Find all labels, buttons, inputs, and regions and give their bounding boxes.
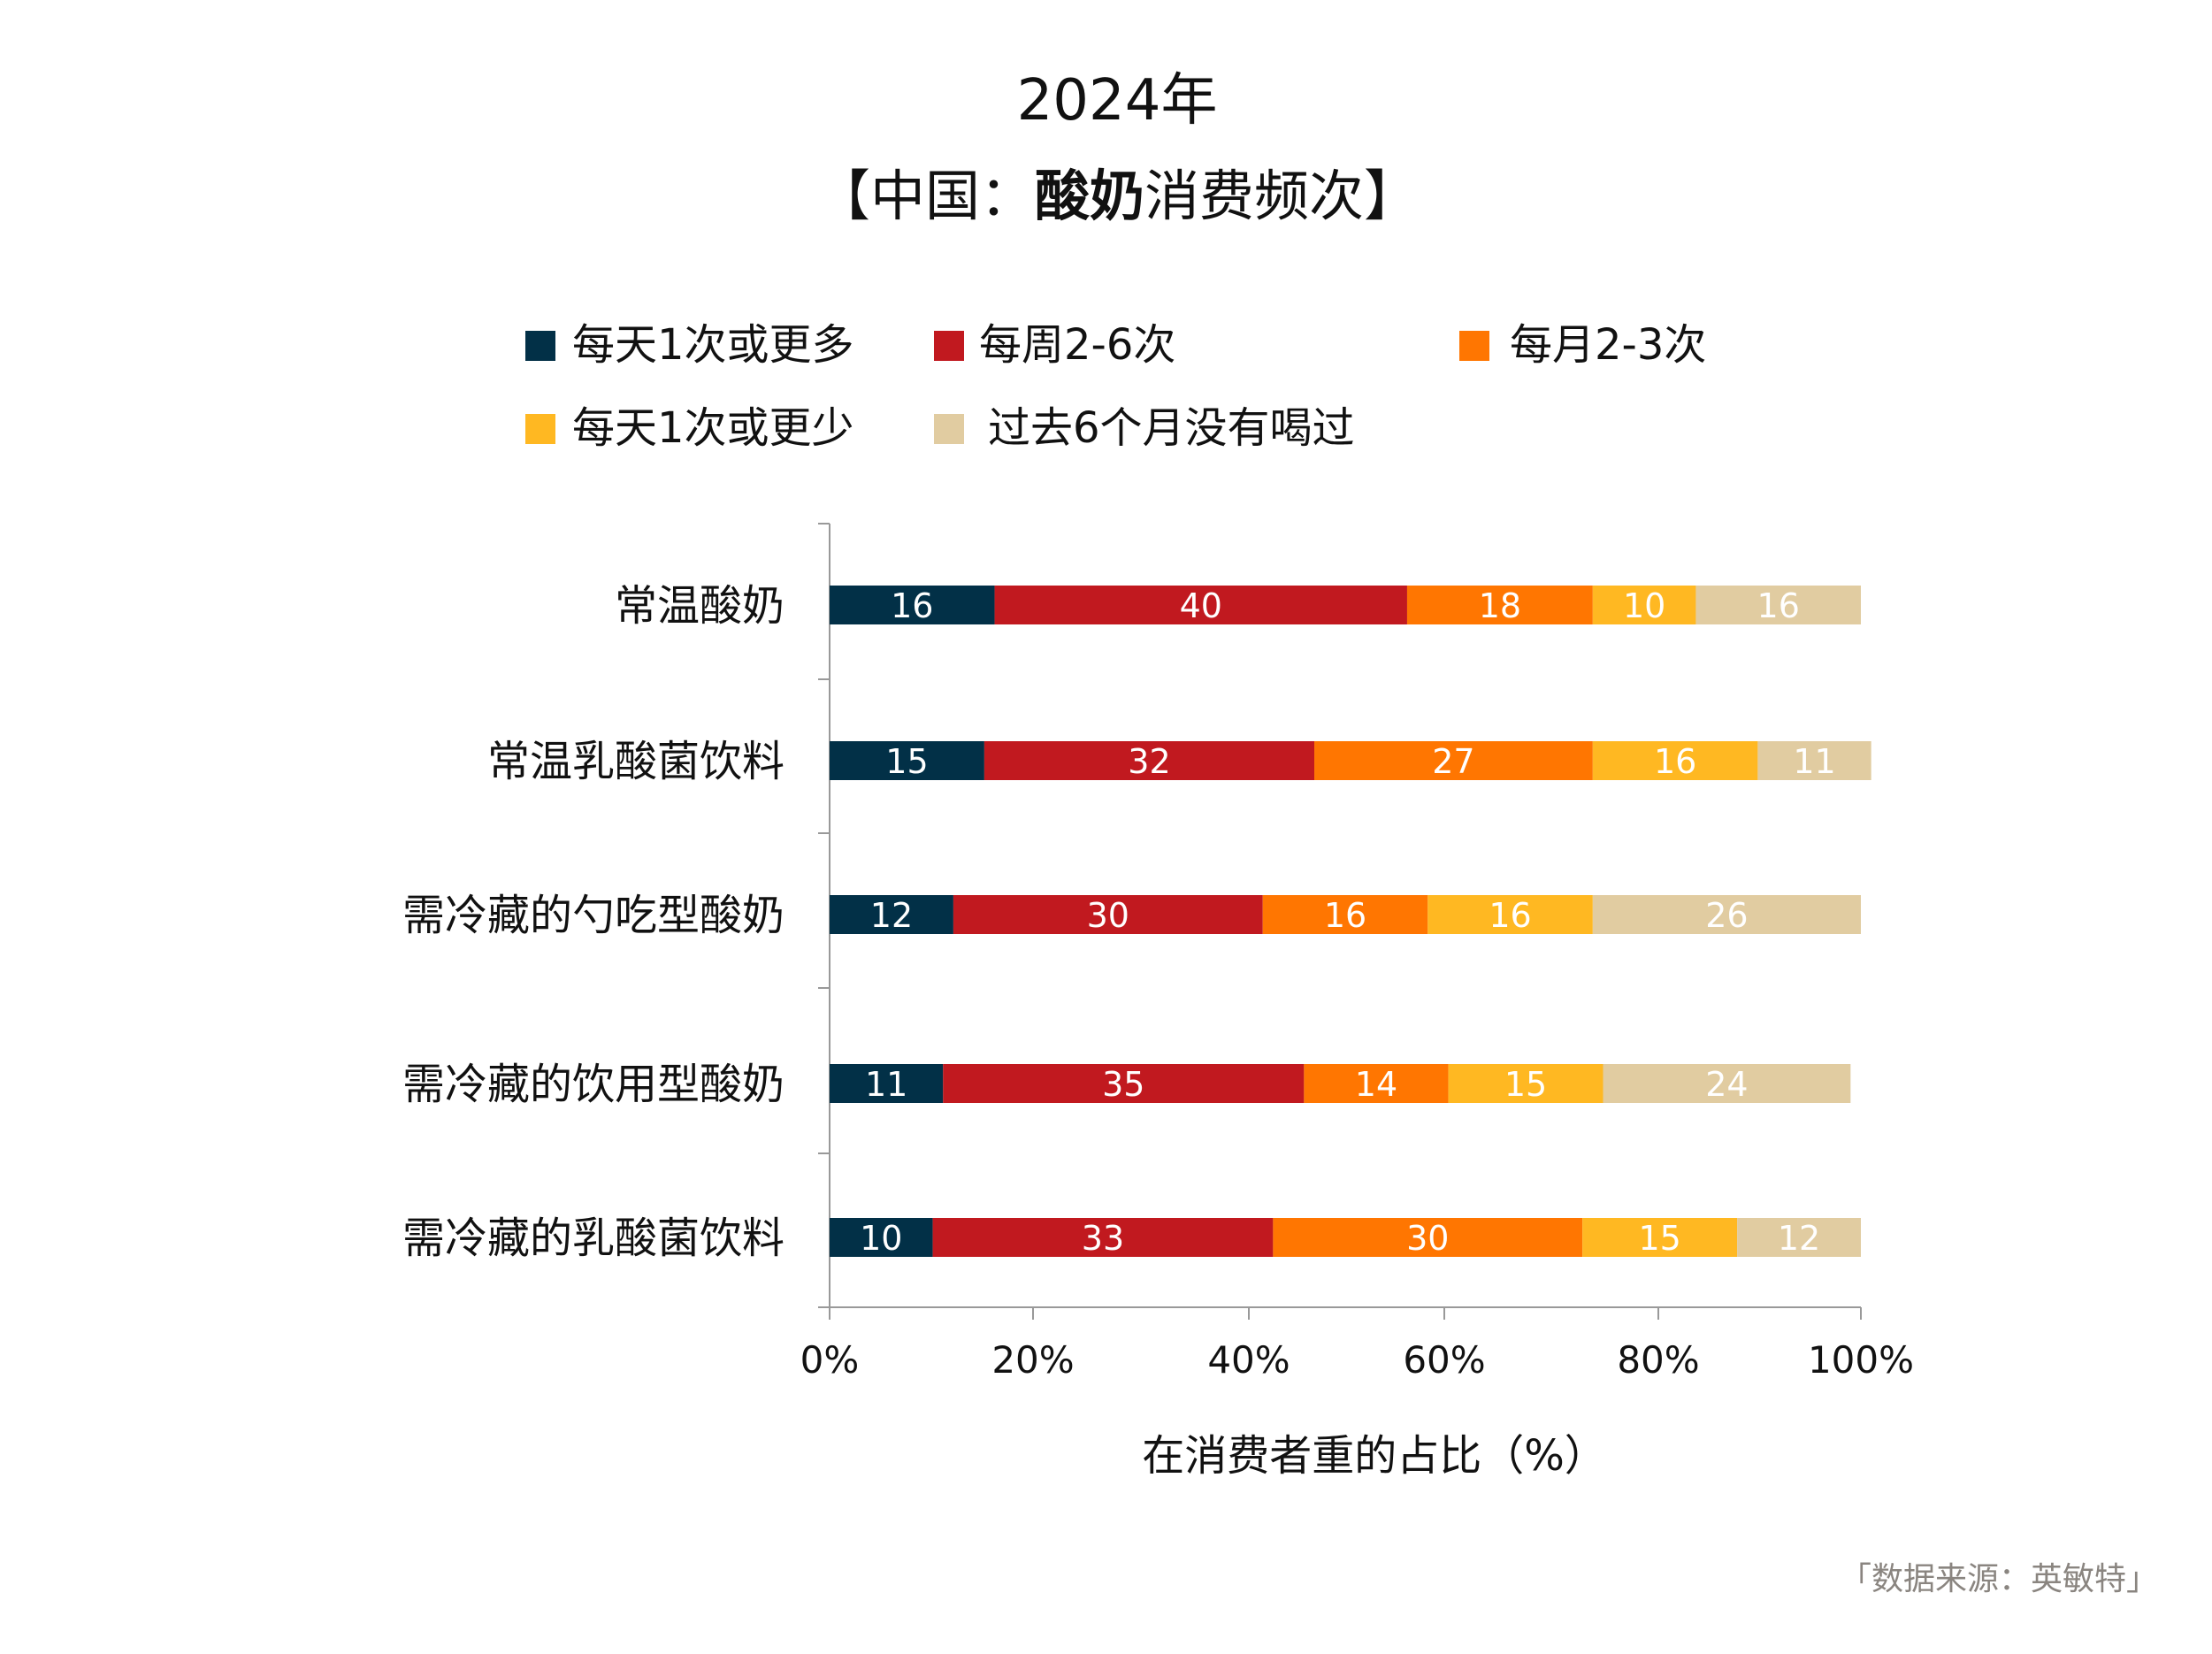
data-label: 40 (1180, 586, 1222, 625)
subtitle-suffix: 消费频次】 (1144, 164, 1419, 228)
x-tick-label: 0% (800, 1338, 860, 1382)
category-label: 需冷藏的勺吃型酸奶 (402, 891, 785, 940)
legend-swatch (934, 331, 964, 361)
bar-segment (1695, 586, 1861, 624)
bar-segment (1737, 1218, 1861, 1257)
data-label: 16 (1757, 586, 1800, 625)
bar-segment (1592, 586, 1696, 624)
source-note: 「数据来源：英敏特」 (1840, 1561, 2158, 1597)
data-label: 16 (891, 586, 933, 625)
bar-segment (932, 1218, 1274, 1257)
data-label: 24 (1705, 1065, 1748, 1104)
bar-segment (830, 1064, 944, 1103)
data-label: 10 (1623, 586, 1665, 625)
data-label: 27 (1432, 742, 1474, 781)
data-label: 30 (1087, 896, 1129, 935)
data-label: 15 (1504, 1065, 1547, 1104)
x-tick-label: 60% (1403, 1338, 1485, 1382)
legend-label: 每月2-3次 (1510, 320, 1706, 370)
bar-segment (1273, 1218, 1583, 1257)
bar-segment (1757, 741, 1871, 780)
data-label: 16 (1324, 896, 1366, 935)
data-label: 18 (1479, 586, 1521, 625)
bar-segment (830, 741, 984, 780)
data-label: 14 (1355, 1065, 1397, 1104)
bar-segment (1603, 1064, 1851, 1103)
x-tick-label: 20% (991, 1338, 1074, 1382)
bar-segment (1427, 895, 1593, 934)
x-tick-label: 80% (1617, 1338, 1699, 1382)
x-tick-label: 40% (1207, 1338, 1290, 1382)
bar-segment (1262, 895, 1428, 934)
plot-area: 0% 20% 40% 60% 80% 100% 常温酸奶 16 40 18 10 16 常温乳酸菌饮料 1… (402, 523, 1914, 1382)
category-label: 常温酸奶 (615, 581, 785, 631)
legend-swatch (934, 414, 964, 444)
data-label: 15 (885, 742, 928, 781)
data-label: 32 (1128, 742, 1170, 781)
category-label: 需冷藏的乳酸菌饮料 (402, 1214, 785, 1263)
data-label: 12 (870, 896, 913, 935)
bar-segment (830, 1218, 933, 1257)
data-label: 33 (1082, 1219, 1124, 1258)
bar-segment (1314, 741, 1593, 780)
legend-swatch (525, 414, 555, 444)
bar-segment (1304, 1064, 1449, 1103)
chart-subtitle: 【中国：酸奶消费频次】 (815, 164, 1419, 228)
data-label: 30 (1406, 1219, 1449, 1258)
x-axis-label: 在消费者重的占比（%） (1142, 1431, 1607, 1481)
data-label: 10 (860, 1219, 902, 1258)
legend-swatch (525, 331, 555, 361)
data-label: 12 (1778, 1219, 1820, 1258)
legend-swatch (1459, 331, 1489, 361)
x-tick-label: 100% (1808, 1338, 1914, 1382)
bar-segment (994, 586, 1407, 624)
legend-label: 每天1次或更多 (572, 320, 854, 370)
legend-label: 每周2-6次 (979, 320, 1175, 370)
category-label: 需冷藏的饮用型酸奶 (402, 1060, 785, 1109)
data-label: 15 (1638, 1219, 1680, 1258)
bar-segment (1448, 1064, 1604, 1103)
bar-segment (1582, 1218, 1738, 1257)
bar-segment (1406, 586, 1593, 624)
subtitle-prefix: 【中国： (815, 164, 1035, 228)
bar-segment (830, 586, 995, 624)
data-label: 26 (1705, 896, 1748, 935)
category-label: 常温乳酸菌饮料 (487, 737, 785, 786)
legend-label: 过去6个月没有喝过 (988, 403, 1355, 453)
bar-segment (1592, 741, 1758, 780)
data-label: 11 (1793, 742, 1835, 781)
legend-label: 每天1次或更少 (572, 403, 854, 453)
chart-title: 2024年 (1017, 68, 1218, 134)
bar-segment (830, 895, 953, 934)
subtitle-bold: 酸奶 (1035, 164, 1144, 228)
bar-segment (953, 895, 1263, 934)
data-label: 16 (1654, 742, 1696, 781)
data-label: 11 (865, 1065, 907, 1104)
bar-segment (943, 1064, 1305, 1103)
data-label: 35 (1102, 1065, 1144, 1104)
bar-segment (1592, 895, 1861, 934)
data-label: 16 (1489, 896, 1531, 935)
bar-segment (984, 741, 1315, 780)
